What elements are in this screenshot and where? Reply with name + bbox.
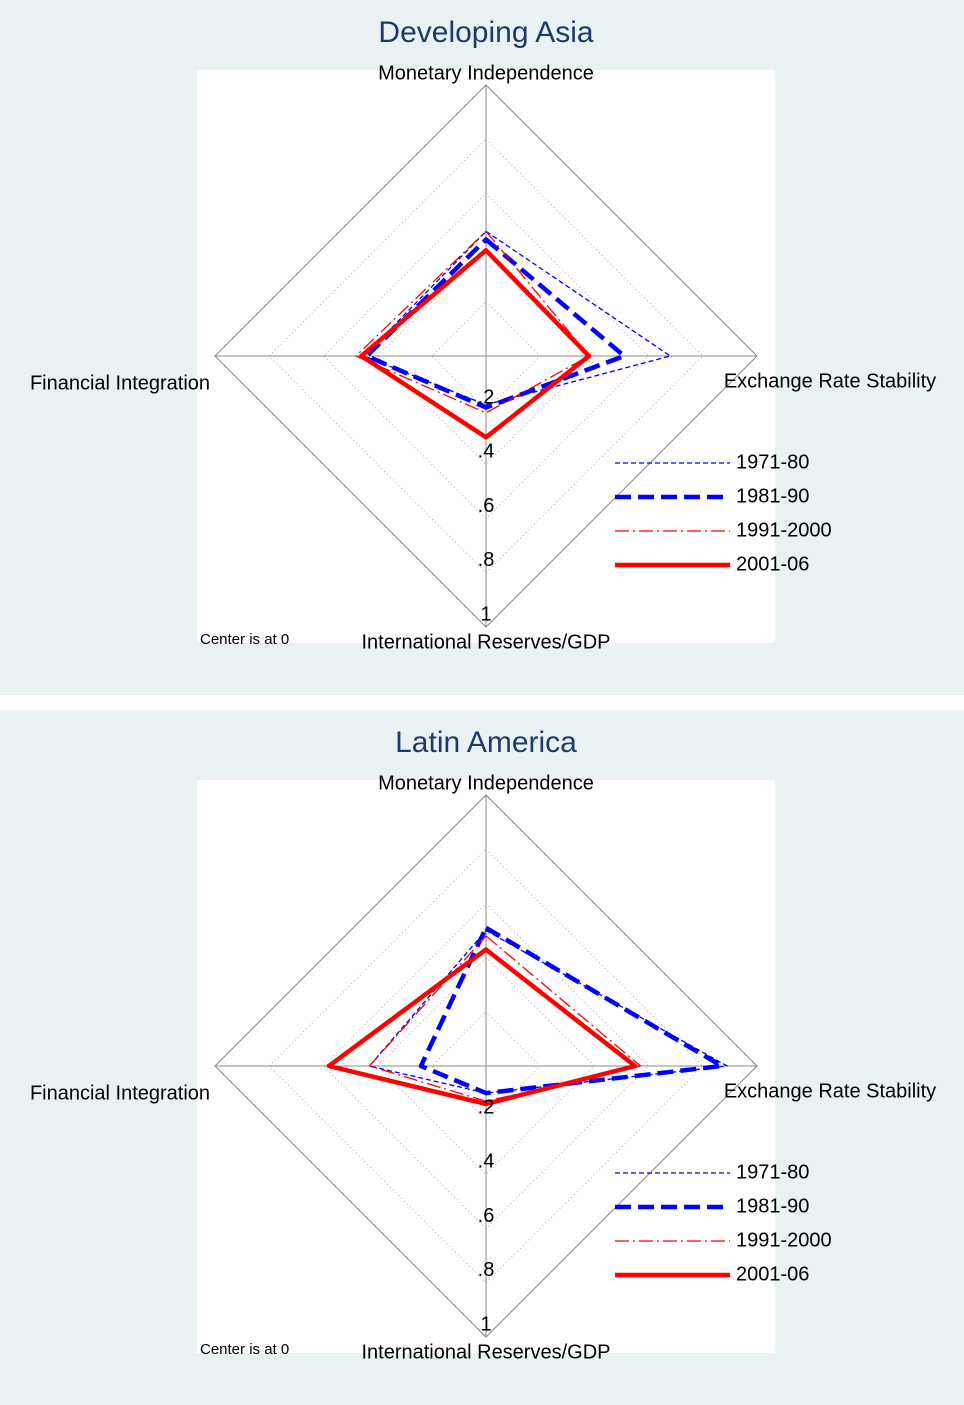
legend-label: 2001-06 xyxy=(736,1263,809,1285)
legend-label: 1981-90 xyxy=(736,485,809,507)
r-tick-label: 1 xyxy=(480,603,491,625)
legend-label: 1971-80 xyxy=(736,1161,809,1183)
legend-label: 1991-2000 xyxy=(736,519,832,541)
r-tick-label: .8 xyxy=(478,549,495,571)
axis-label: Financial Integration xyxy=(30,1082,210,1104)
series-polygon xyxy=(368,935,642,1102)
r-tick-label: 1 xyxy=(480,1313,491,1335)
r-tick-label: .4 xyxy=(478,1151,495,1173)
r-tick-label: .6 xyxy=(478,1205,495,1227)
axis-label: Exchange Rate Stability xyxy=(724,1080,936,1102)
r-tick-label: .6 xyxy=(478,495,495,517)
r-tick-label: .8 xyxy=(478,1259,495,1281)
chart-note: Center is at 0 xyxy=(200,631,289,648)
r-tick-label: .2 xyxy=(478,386,495,408)
legend-label: 1971-80 xyxy=(736,451,809,473)
axis-label: Monetary Independence xyxy=(378,772,594,794)
axis-label: Monetary Independence xyxy=(378,62,594,84)
series-polygon xyxy=(363,230,671,406)
chart-title: Latin America xyxy=(395,726,577,759)
r-tick-label: .4 xyxy=(478,441,495,463)
series-polygon xyxy=(355,230,590,414)
series-polygon xyxy=(326,947,638,1107)
grid-ring xyxy=(268,138,704,574)
axis-label: International Reserves/GDP xyxy=(361,1341,610,1363)
grid-ring xyxy=(268,848,704,1284)
series-polygon xyxy=(359,248,592,440)
chart-note: Center is at 0 xyxy=(200,1341,289,1358)
legend-label: 2001-06 xyxy=(736,553,809,575)
r-tick-label: .2 xyxy=(478,1096,495,1118)
chart-title: Developing Asia xyxy=(378,16,593,49)
axis-label: International Reserves/GDP xyxy=(361,631,610,653)
legend-label: 1991-2000 xyxy=(736,1229,832,1251)
axis-label: Exchange Rate Stability xyxy=(724,370,936,392)
series-polygon xyxy=(418,925,725,1096)
legend-label: 1981-90 xyxy=(736,1195,809,1217)
axis-label: Financial Integration xyxy=(30,372,210,394)
